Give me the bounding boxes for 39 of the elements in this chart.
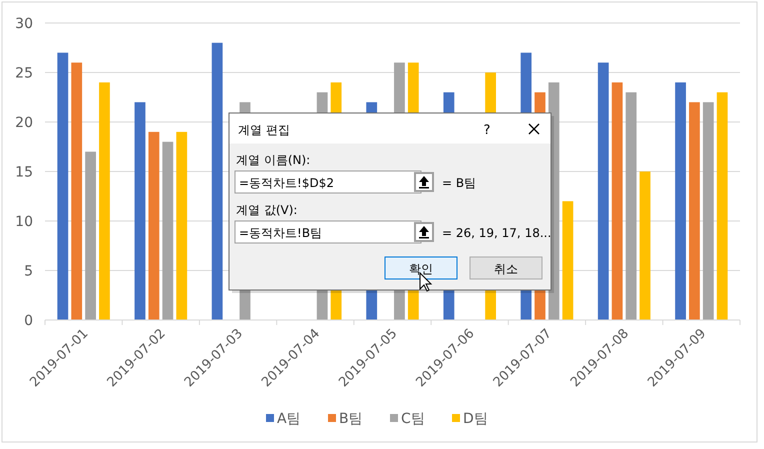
- y-tick-label: 30: [15, 16, 33, 32]
- annotation: 취소: [494, 262, 518, 276]
- legend-label: A팀: [277, 411, 301, 427]
- legend-label: D팀: [463, 411, 488, 427]
- bar: [626, 92, 637, 320]
- bar: [71, 62, 82, 320]
- y-tick-label: 20: [15, 115, 33, 131]
- bar: [99, 82, 110, 320]
- annotation: = 26, 19, 17, 18...: [442, 226, 552, 240]
- bar: [702, 102, 714, 320]
- y-tick-label: 5: [24, 264, 33, 280]
- bar: [612, 82, 623, 320]
- annotation: 계열 편집: [238, 123, 290, 137]
- y-tick-label: 25: [15, 66, 33, 82]
- annotation: =동적차트!B팀: [239, 226, 322, 240]
- bar: [148, 132, 160, 320]
- bar: [640, 172, 650, 320]
- annotation: 계열 이름(N):: [236, 153, 310, 167]
- annotation: 계열 값(V):: [236, 203, 298, 217]
- bar: [598, 62, 609, 320]
- bar: [57, 52, 68, 320]
- bar: [675, 82, 686, 320]
- bar: [134, 102, 146, 320]
- y-tick-label: 15: [15, 164, 33, 180]
- bar: [85, 152, 96, 320]
- annotation: = B팀: [442, 176, 476, 190]
- y-tick-label: 10: [15, 214, 33, 230]
- annotation: ?: [484, 123, 490, 138]
- legend-label: B팀: [339, 411, 363, 427]
- bar: [176, 132, 188, 320]
- y-tick-label: 0: [24, 313, 33, 329]
- annotation: =동적차트!$D$2: [239, 176, 334, 190]
- bar: [716, 92, 728, 320]
- legend-label: C팀: [401, 411, 425, 427]
- annotation: 확인: [409, 262, 433, 276]
- bar: [562, 201, 574, 320]
- bar: [162, 142, 174, 320]
- bar: [689, 102, 700, 320]
- bar: [212, 42, 223, 320]
